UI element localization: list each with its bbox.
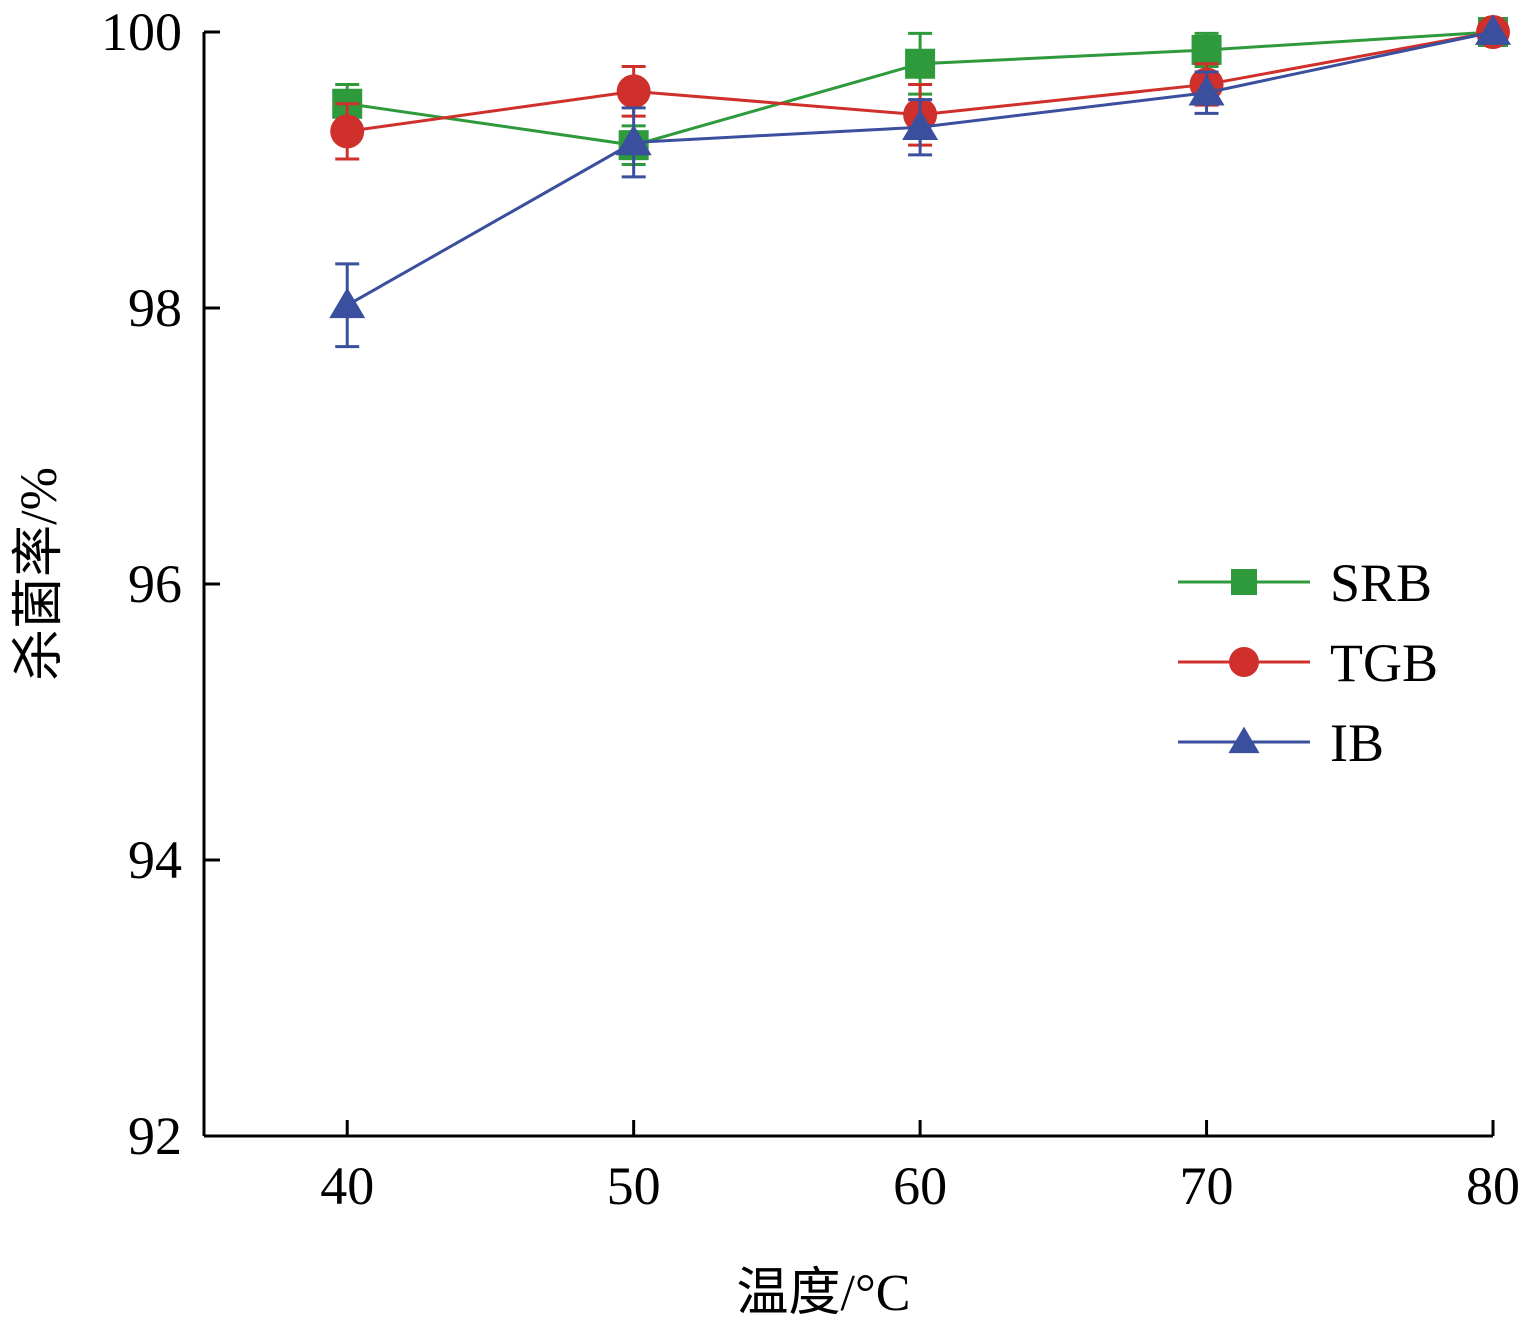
- series-ib: [329, 14, 1511, 349]
- y-tick-label: 92: [128, 1106, 182, 1166]
- data-point: [329, 287, 366, 319]
- y-tick-label: 98: [128, 278, 182, 338]
- legend-label: SRB: [1330, 553, 1432, 613]
- y-axis-title: 杀菌率/%: [11, 467, 68, 681]
- axes: 92 94 96 98 100 40 50 60 70 80: [101, 2, 1520, 1216]
- legend-item: SRB: [1178, 553, 1432, 613]
- legend-item: TGB: [1178, 633, 1438, 693]
- legend-marker: [1229, 647, 1259, 677]
- y-tick-label: 100: [101, 2, 182, 62]
- data-point: [615, 124, 652, 156]
- x-tick-label: 80: [1466, 1156, 1520, 1216]
- legend-label: TGB: [1330, 633, 1438, 693]
- y-tick-label: 94: [128, 830, 182, 890]
- legend-label: IB: [1330, 713, 1384, 773]
- legend-marker: [1228, 726, 1260, 754]
- x-axis-title: 温度/°C: [737, 1265, 911, 1322]
- x-tick-label: 70: [1180, 1156, 1234, 1216]
- x-tick-label: 40: [320, 1156, 374, 1216]
- data-point: [902, 109, 939, 141]
- y-tick-label: 96: [128, 554, 182, 614]
- data-point: [1188, 75, 1225, 106]
- legend-marker: [1231, 569, 1257, 595]
- data-point: [905, 48, 936, 79]
- legend-item: IB: [1178, 713, 1384, 773]
- data-point: [1475, 14, 1511, 45]
- legend: SRB TGB IB: [1178, 553, 1438, 773]
- data-point: [330, 114, 365, 149]
- series-layer: [329, 14, 1511, 349]
- data-point: [1191, 34, 1222, 65]
- x-tick-label: 50: [607, 1156, 661, 1216]
- x-tick-label: 60: [893, 1156, 947, 1216]
- data-point: [616, 74, 651, 109]
